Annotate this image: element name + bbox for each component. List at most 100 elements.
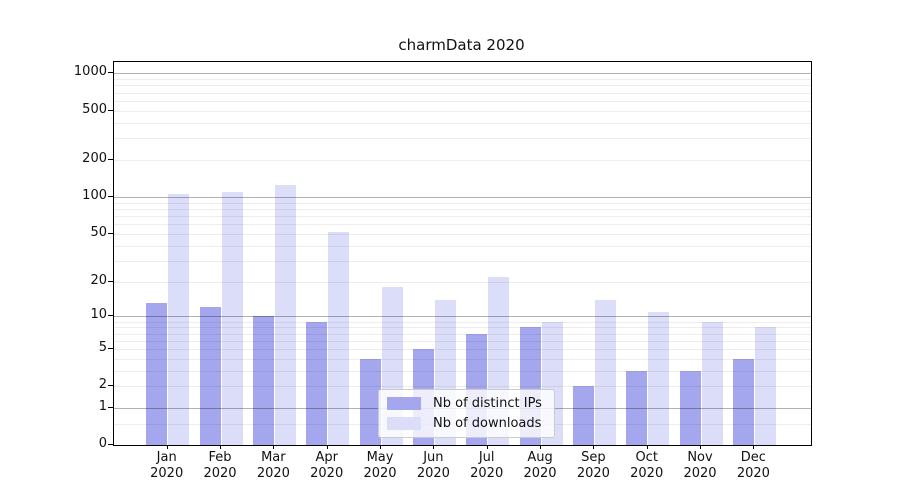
minor-gridline [114, 110, 811, 112]
y-tick-label: 2 [98, 377, 107, 393]
x-tick-label: Jun 2020 [416, 450, 450, 481]
y-tick-label: 50 [90, 224, 107, 240]
y-tick-mark [108, 158, 113, 160]
x-tick-mark [646, 445, 648, 449]
bar-distinct-ips [679, 370, 701, 445]
bar-downloads [168, 194, 190, 445]
x-tick-mark [486, 445, 488, 449]
bar-distinct-ips [359, 358, 381, 445]
minor-gridline [114, 327, 811, 329]
minor-gridline [114, 349, 811, 350]
x-tick-mark [273, 445, 275, 449]
y-tick-mark [108, 315, 113, 317]
legend-item: Nb of distinct IPs [387, 396, 542, 411]
major-gridline [114, 73, 811, 75]
y-tick-mark [108, 195, 113, 197]
legend-swatch [387, 417, 421, 430]
x-tick-label: Aug 2020 [523, 450, 557, 481]
y-tick-mark [108, 72, 113, 74]
minor-gridline [114, 215, 811, 217]
plot-inner [114, 62, 811, 445]
bar-distinct-ips [146, 303, 168, 445]
x-tick-mark [326, 445, 328, 449]
y-tick-label: 500 [82, 101, 107, 117]
y-tick-mark [108, 348, 113, 349]
minor-gridline [114, 159, 811, 161]
x-tick-label: Mar 2020 [256, 450, 290, 481]
bar-downloads [594, 299, 616, 445]
bar-distinct-ips [626, 370, 648, 445]
x-tick-label: Oct 2020 [630, 450, 664, 481]
x-tick-label: Nov 2020 [683, 450, 717, 481]
minor-gridline [114, 79, 811, 81]
legend-swatch [387, 397, 421, 410]
x-tick-mark [380, 445, 382, 449]
minor-gridline [114, 202, 811, 204]
y-tick-mark [108, 232, 113, 234]
minor-gridline [114, 233, 811, 235]
bar-downloads [701, 321, 723, 445]
bar-downloads [221, 191, 243, 445]
y-tick-label: 5 [98, 340, 107, 355]
minor-gridline [114, 340, 811, 342]
minor-gridline [114, 370, 811, 372]
y-tick-mark [108, 444, 113, 445]
bar-distinct-ips [572, 386, 594, 445]
bar-downloads [754, 327, 776, 445]
x-tick-mark [220, 445, 222, 449]
y-tick-label: 20 [90, 272, 107, 288]
y-tick-label: 200 [82, 150, 107, 166]
y-tick-mark [108, 385, 113, 387]
x-tick-label: Jul 2020 [470, 450, 504, 481]
x-tick-mark [700, 445, 702, 449]
minor-gridline [114, 386, 811, 388]
minor-gridline [114, 260, 811, 262]
chart-title: charmData 2020 [398, 36, 525, 54]
minor-gridline [114, 208, 811, 210]
minor-gridline [114, 92, 811, 94]
minor-gridline [114, 100, 811, 102]
x-tick-label: Jan 2020 [150, 450, 184, 481]
y-tick-label: 1000 [73, 64, 107, 80]
major-gridline [114, 196, 811, 198]
legend-item: Nb of downloads [387, 416, 542, 431]
x-tick-label: Feb 2020 [203, 450, 237, 481]
x-tick-mark [593, 445, 595, 449]
minor-gridline [114, 321, 811, 323]
y-tick-label: 100 [82, 187, 107, 203]
bar-distinct-ips [252, 316, 274, 445]
minor-gridline [114, 85, 811, 87]
minor-gridline [114, 224, 811, 226]
minor-gridline [114, 358, 811, 360]
legend-label: Nb of downloads [433, 416, 542, 431]
minor-gridline [114, 122, 811, 124]
y-tick-mark [108, 109, 113, 111]
minor-gridline [114, 138, 811, 140]
x-tick-label: Apr 2020 [310, 450, 344, 481]
bar-distinct-ips [199, 307, 221, 445]
legend: Nb of distinct IPs Nb of downloads [378, 389, 555, 438]
minor-gridline [114, 281, 811, 283]
major-gridline [114, 316, 811, 318]
minor-gridline [114, 333, 811, 335]
bar-distinct-ips [306, 321, 328, 445]
x-tick-mark [753, 445, 755, 449]
bar-distinct-ips [732, 358, 754, 445]
x-tick-mark [540, 445, 542, 449]
y-tick-mark [108, 280, 113, 282]
x-tick-label: May 2020 [363, 450, 397, 481]
x-tick-mark [433, 445, 435, 449]
minor-gridline [114, 245, 811, 247]
bar-downloads [274, 185, 296, 445]
y-tick-mark [108, 407, 113, 409]
y-tick-label: 0 [98, 436, 107, 451]
y-tick-label: 1 [98, 399, 107, 415]
legend-label: Nb of distinct IPs [433, 396, 542, 411]
bar-downloads [328, 231, 350, 445]
y-tick-label: 10 [90, 307, 107, 323]
bar-downloads [648, 311, 670, 445]
x-tick-label: Dec 2020 [736, 450, 770, 481]
x-tick-label: Sep 2020 [576, 450, 610, 481]
x-tick-mark [166, 445, 168, 449]
